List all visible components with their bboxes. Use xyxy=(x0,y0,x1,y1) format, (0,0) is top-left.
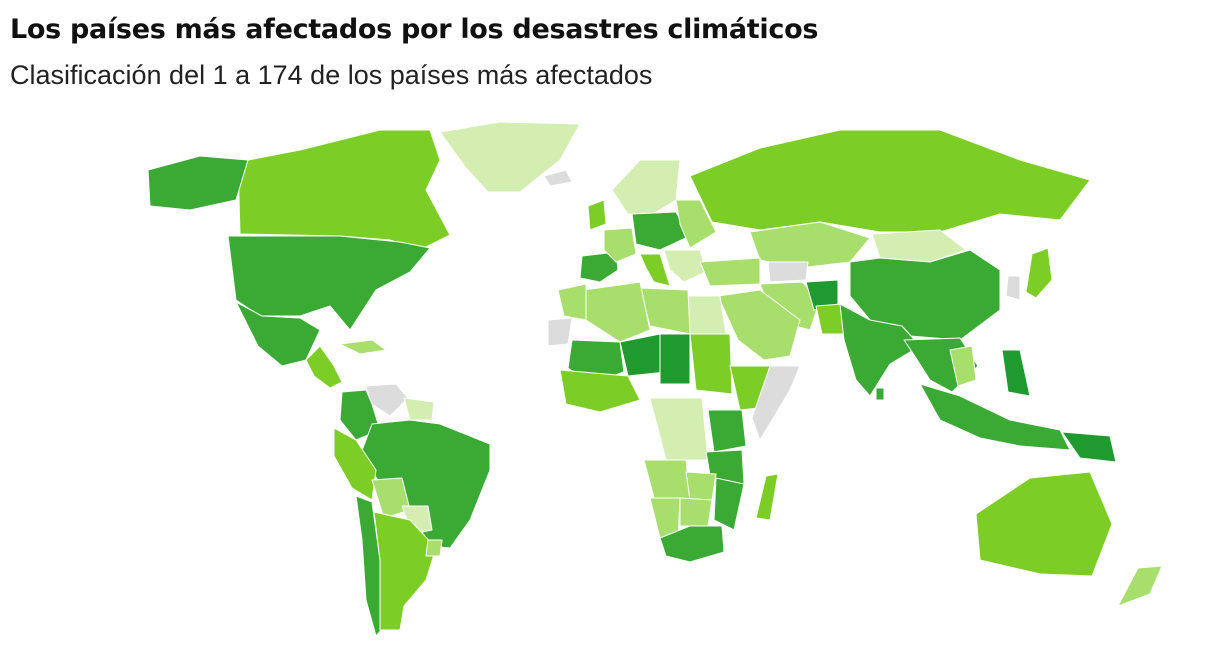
region-africa-occidental xyxy=(559,369,641,413)
region-rd-del-congo xyxy=(649,397,709,461)
region-peru xyxy=(333,427,377,501)
region-peninsula-arabiga xyxy=(717,289,801,361)
region-sudafrica xyxy=(659,525,725,563)
region-reino-unido xyxy=(587,199,607,231)
region-papua-nueva-guinea xyxy=(1061,431,1117,463)
region-alaska xyxy=(147,155,249,211)
region-escandinavia xyxy=(611,159,681,217)
region-china xyxy=(849,249,1001,341)
region-zambia xyxy=(685,471,717,501)
region-australia xyxy=(975,471,1113,577)
region-mozambique xyxy=(713,477,745,531)
region-uruguay xyxy=(425,539,443,557)
region-marruecos xyxy=(557,283,587,321)
region-botsuana xyxy=(679,497,713,527)
region-centroamerica xyxy=(305,345,343,389)
region-chad xyxy=(659,333,691,385)
region-argentina xyxy=(373,511,437,631)
region-india xyxy=(839,303,921,397)
region-canada xyxy=(237,129,451,251)
region-sri-lanka xyxy=(875,387,885,401)
region-angola xyxy=(643,459,691,501)
region-francia xyxy=(603,227,637,263)
region-cuba xyxy=(339,339,387,355)
region-europa-del-este xyxy=(675,199,717,249)
region-corea xyxy=(1005,275,1021,301)
region-japon xyxy=(1025,247,1053,299)
region-madagascar xyxy=(755,473,779,521)
region-argelia xyxy=(583,281,651,343)
region-islandia xyxy=(543,169,573,187)
region-caucaso xyxy=(767,261,809,283)
region-mexico xyxy=(235,301,321,367)
region-egipto xyxy=(687,295,727,335)
region-sahara-occidental xyxy=(547,317,573,347)
world-map xyxy=(147,121,1163,637)
region-vietnam xyxy=(949,345,977,387)
region-somalia xyxy=(751,365,801,441)
chart-subtitle: Clasificación del 1 a 174 de los países … xyxy=(10,60,653,90)
region-pakistan xyxy=(815,303,845,335)
region-guayanas xyxy=(403,397,435,421)
region-rusia xyxy=(689,129,1091,233)
region-mongolia xyxy=(871,229,967,263)
region-europa-central xyxy=(631,211,691,251)
region-groenlandia xyxy=(439,121,581,193)
region-kenia xyxy=(707,409,747,453)
region-niger xyxy=(619,333,667,377)
region-balcanes xyxy=(663,249,707,283)
chart-title: Los países más afectados por los desastr… xyxy=(10,14,819,45)
region-italia xyxy=(639,253,671,287)
region-indonesia xyxy=(919,383,1071,451)
region-sudan xyxy=(689,333,733,395)
region-nueva-zelanda xyxy=(1117,565,1163,607)
region-filipinas xyxy=(1001,349,1031,397)
region-turquia xyxy=(699,257,761,287)
